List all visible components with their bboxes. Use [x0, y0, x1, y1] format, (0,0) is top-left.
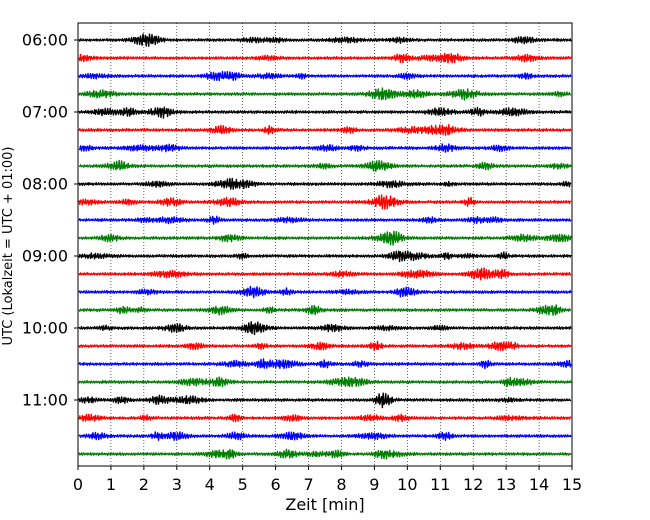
trace-line — [78, 358, 572, 370]
trace-line — [78, 392, 572, 409]
y-tick-label: 10:00 — [22, 319, 68, 338]
trace-line — [78, 250, 572, 263]
trace-line — [78, 376, 572, 388]
x-tick-label: 10 — [397, 475, 417, 494]
trace-line — [78, 413, 572, 423]
x-tick-label: 6 — [271, 475, 281, 494]
trace-line — [78, 230, 572, 246]
y-axis-label: UTC (Lokalzeit = UTC + 01:00) — [1, 147, 16, 346]
x-tick-label: 11 — [430, 475, 450, 494]
trace-line — [78, 177, 572, 190]
y-axis-ticks: 06:00 07:00 08:00 09:00 10:00 11:00 — [22, 31, 78, 410]
trace-line — [78, 194, 572, 210]
y-tick-label: 11:00 — [22, 391, 68, 410]
x-tick-label: 5 — [238, 475, 248, 494]
x-tick-label: 13 — [496, 475, 516, 494]
trace-line — [78, 448, 572, 460]
x-axis-ticks: 0 1 2 3 4 5 6 7 8 9 10 11 12 13 14 15 — [73, 466, 582, 494]
trace-line — [78, 87, 572, 101]
trace-line — [78, 159, 572, 172]
x-tick-label: 9 — [369, 475, 379, 494]
y-tick-label: 07:00 — [22, 103, 68, 122]
x-tick-label: 15 — [562, 475, 582, 494]
plot-frame — [77, 22, 573, 467]
x-tick-label: 7 — [303, 475, 313, 494]
x-tick-label: 3 — [172, 475, 182, 494]
x-tick-label: 0 — [73, 475, 83, 494]
x-tick-label: 12 — [463, 475, 483, 494]
x-tick-label: 8 — [336, 475, 346, 494]
trace-line — [78, 321, 572, 336]
trace-line — [78, 33, 572, 47]
y-tick-label: 08:00 — [22, 175, 68, 194]
x-tick-label: 1 — [106, 475, 116, 494]
trace-line — [78, 304, 572, 316]
x-tick-label: 2 — [139, 475, 149, 494]
trace-line — [78, 340, 572, 352]
trace-line — [78, 143, 572, 153]
x-tick-label: 14 — [529, 475, 549, 494]
trace-line — [78, 267, 572, 281]
trace-line — [78, 52, 572, 64]
trace-line — [78, 70, 572, 82]
trace-line — [78, 124, 572, 136]
trace-line — [78, 285, 572, 299]
trace-group — [78, 33, 572, 460]
x-tick-label: 4 — [205, 475, 215, 494]
plot-background — [78, 23, 572, 466]
grid-lines — [110, 23, 540, 466]
trace-line — [78, 106, 572, 119]
x-axis-label: Zeit [min] — [285, 495, 364, 514]
y-tick-label: 09:00 — [22, 247, 68, 266]
trace-line — [78, 215, 572, 225]
trace-line — [78, 431, 572, 441]
y-tick-label: 06:00 — [22, 31, 68, 50]
